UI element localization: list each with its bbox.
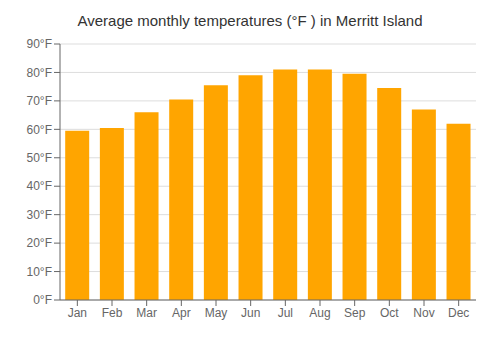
svg-text:May: May xyxy=(205,306,228,320)
svg-text:40°F: 40°F xyxy=(27,179,52,193)
svg-text:0°F: 0°F xyxy=(33,293,52,307)
svg-text:Jan: Jan xyxy=(68,306,87,320)
svg-text:Mar: Mar xyxy=(136,306,157,320)
svg-text:10°F: 10°F xyxy=(27,265,52,279)
svg-text:80°F: 80°F xyxy=(27,66,52,80)
svg-text:50°F: 50°F xyxy=(27,151,52,165)
svg-text:Jul: Jul xyxy=(278,306,293,320)
svg-text:Apr: Apr xyxy=(172,306,191,320)
svg-text:Oct: Oct xyxy=(380,306,399,320)
svg-text:Jun: Jun xyxy=(241,306,260,320)
svg-text:Aug: Aug xyxy=(309,306,330,320)
svg-text:60°F: 60°F xyxy=(27,123,52,137)
svg-text:90°F: 90°F xyxy=(27,37,52,51)
svg-text:Feb: Feb xyxy=(102,306,123,320)
svg-text:20°F: 20°F xyxy=(27,236,52,250)
svg-text:30°F: 30°F xyxy=(27,208,52,222)
svg-text:70°F: 70°F xyxy=(27,94,52,108)
svg-text:Nov: Nov xyxy=(413,306,434,320)
svg-text:Sep: Sep xyxy=(344,306,366,320)
html-text:Average monthly temperatures (: Average monthly temperatures (°F ) in Me… xyxy=(77,12,423,29)
svg-text:Dec: Dec xyxy=(448,306,469,320)
